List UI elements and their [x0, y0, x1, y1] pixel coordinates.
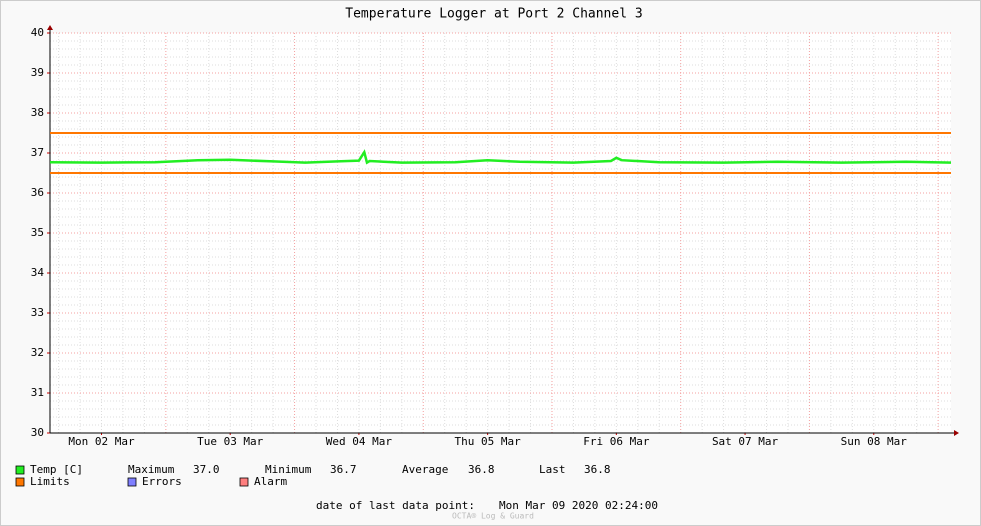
y-tick-label: 35 [31, 226, 44, 239]
x-tick-label: Mon 02 Mar [68, 435, 135, 448]
stat-label: Average [402, 463, 448, 476]
chart-title: Temperature Logger at Port 2 Channel 3 [345, 7, 642, 22]
stat-label: Minimum [265, 463, 312, 476]
x-tick-label: Sun 08 Mar [841, 435, 908, 448]
stat-label: Last [539, 463, 566, 476]
y-tick-label: 39 [31, 66, 44, 79]
legend-label: Alarm [254, 475, 287, 488]
stat-value: 36.8 [584, 463, 611, 476]
x-tick-label: Sat 07 Mar [712, 435, 779, 448]
x-arrow [954, 430, 959, 436]
footer-value: Mon Mar 09 2020 02:24:00 [499, 499, 658, 512]
y-tick-label: 40 [31, 26, 44, 39]
y-tick-label: 30 [31, 426, 44, 439]
x-tick-label: Fri 06 Mar [583, 435, 650, 448]
legend-swatch [15, 477, 25, 487]
legend-swatch [15, 465, 25, 475]
footer-label: date of last data point: [316, 499, 475, 512]
legend-label: Limits [30, 475, 70, 488]
y-tick-label: 31 [31, 386, 44, 399]
y-tick-label: 36 [31, 186, 44, 199]
y-tick-label: 37 [31, 146, 44, 159]
x-tick-label: Thu 05 Mar [455, 435, 522, 448]
legend-swatch [239, 477, 249, 487]
y-arrow [47, 25, 53, 30]
stat-value: 36.7 [330, 463, 357, 476]
stat-value: 36.8 [468, 463, 495, 476]
x-tick-label: Wed 04 Mar [326, 435, 393, 448]
x-tick-label: Tue 03 Mar [197, 435, 264, 448]
legend-label: Temp [C] [30, 463, 83, 476]
y-tick-label: 38 [31, 106, 44, 119]
legend-swatch [127, 477, 137, 487]
legend-label: Errors [142, 475, 182, 488]
y-tick-label: 34 [31, 266, 45, 279]
y-tick-label: 32 [31, 346, 44, 359]
series-line [49, 149, 952, 165]
watermark: OCTA® Log & Guard [452, 512, 534, 521]
stat-value: 37.0 [193, 463, 220, 476]
stat-label: Maximum [128, 463, 175, 476]
y-tick-label: 33 [31, 306, 44, 319]
